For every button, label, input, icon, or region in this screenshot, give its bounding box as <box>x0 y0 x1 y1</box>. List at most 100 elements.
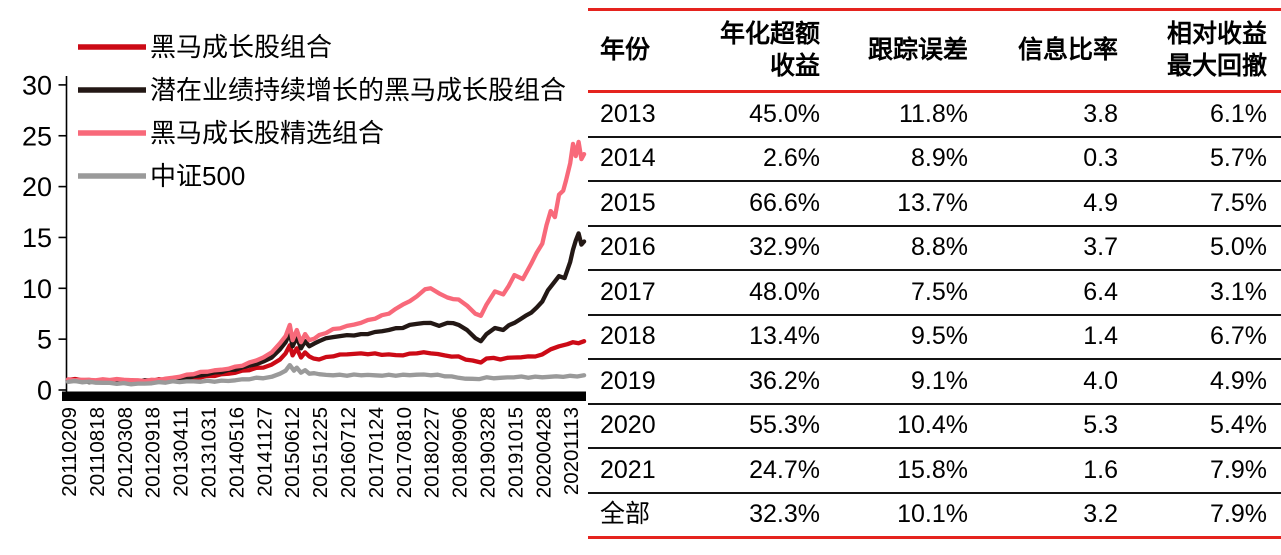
x-axis-tick-label: 20160712 <box>337 407 360 498</box>
table-cell: 2021 <box>588 448 708 494</box>
y-axis-tick-label: 10 <box>22 274 52 304</box>
table-cell: 4.0 <box>981 359 1131 405</box>
x-axis-tick-label: 20201113 <box>560 407 583 495</box>
x-axis-tick-label: 20170810 <box>393 407 416 498</box>
table-cell: 2015 <box>588 181 708 227</box>
excess-return-line-chart: 30 25 20 15 10 5 0 20110209 20110818 20120308 2012… <box>22 32 587 498</box>
table-cell: 1.6 <box>981 448 1131 494</box>
table-cell: 3.1% <box>1131 270 1281 316</box>
legend-label: 潜在业绩持续增长的黑马成长股组合 <box>150 75 566 105</box>
table-cell: 55.3% <box>708 403 833 449</box>
table-cell: 6.7% <box>1131 314 1281 360</box>
table-cell: 3.2 <box>1083 500 1118 529</box>
table-column-header: 跟踪误差 <box>833 9 981 93</box>
table-row: 2014 2.6% 8.9% 0.3 5.7% <box>588 136 1281 182</box>
table-cell: 10.1% <box>897 500 968 529</box>
x-axis-tick-label: 20190328 <box>477 407 500 498</box>
table-cell: 3.7 <box>981 225 1131 271</box>
table-cell: 32.9% <box>708 225 833 271</box>
table-column-header: 年份 <box>588 9 708 93</box>
x-axis-tick-label: 20110209 <box>58 407 81 497</box>
x-axis-tick-label: 20150612 <box>281 407 304 498</box>
performance-table: 年份 年化超额 收益 跟踪误差 信息比率 相对收益 最大回撤 2013 45.0% 11.8… <box>588 8 1281 539</box>
table-row: 2017 48.0% 7.5% 6.4 3.1% <box>588 270 1281 316</box>
table-cell: 36.2% <box>708 359 833 405</box>
table-cell: 5.3 <box>981 403 1131 449</box>
y-axis-tick-label: 30 <box>22 70 52 100</box>
x-axis-baseline <box>62 391 586 401</box>
table-column-header: 相对收益 最大回撤 <box>1131 9 1281 93</box>
table-cell: 7.5% <box>1131 181 1281 227</box>
table-cell: 2017 <box>588 270 708 316</box>
table-row: 2018 13.4% 9.5% 1.4 6.7% <box>588 314 1281 360</box>
table-cell: 2014 <box>588 136 708 182</box>
table-cell: 5.0% <box>1131 225 1281 271</box>
table-column-header: 年化超额 收益 <box>708 9 833 93</box>
table-cell: 9.1% <box>833 359 981 405</box>
table-cell: 7.9% <box>1210 500 1267 529</box>
x-axis-tick-label: 20170124 <box>365 407 388 498</box>
x-axis-tick-label: 20191015 <box>504 407 527 498</box>
y-axis-tick-label: 0 <box>37 376 52 406</box>
line-chart-panel: 30 25 20 15 10 5 0 20110209 20110818 20120308 2012… <box>0 0 590 555</box>
legend-item: 潜在业绩持续增长的黑马成长股组合 <box>78 75 566 105</box>
table-cell: 4.9 <box>981 181 1131 227</box>
y-axis-tick-label: 25 <box>22 121 52 151</box>
table-header: 年份 年化超额 收益 跟踪误差 信息比率 相对收益 最大回撤 <box>588 9 1281 93</box>
x-axis-tick-label: 20131031 <box>198 407 221 498</box>
y-axis-tick-label: 20 <box>22 172 52 202</box>
table-column-header: 信息比率 <box>981 9 1131 93</box>
table-row: 2021 24.7% 15.8% 1.6 7.9% <box>588 448 1281 494</box>
table-cell: 2020 <box>588 403 708 449</box>
table-cell: 6.4 <box>981 270 1131 316</box>
y-axis-tick-label: 15 <box>22 223 52 253</box>
x-axis-tick-label: 20141127 <box>253 407 276 497</box>
table-cell: 48.0% <box>708 270 833 316</box>
table-cell: 7.9% <box>1131 448 1281 494</box>
table-cell: 13.4% <box>708 314 833 360</box>
table-cell: 10.4% <box>833 403 981 449</box>
series-line-3 <box>65 362 587 387</box>
x-axis-tick-label: 20130411 <box>170 407 193 497</box>
table-row: 2013 45.0% 11.8% 3.8 6.1% <box>588 91 1281 138</box>
table-cell: 2.6% <box>708 136 833 182</box>
table-cell: 1.4 <box>981 314 1131 360</box>
legend-label: 黑马成长股组合 <box>150 32 332 62</box>
x-axis-tick-label: 20200428 <box>532 407 555 498</box>
x-axis-tick-label: 20110818 <box>86 407 109 497</box>
table-cell: 5.7% <box>1131 136 1281 182</box>
table-cell: 6.1% <box>1131 91 1281 138</box>
x-axis-tick-label: 20140516 <box>225 407 248 498</box>
x-axis-tick-label: 20180906 <box>449 407 472 498</box>
legend-item: 中证500 <box>78 161 245 191</box>
table-cell: 全部 <box>600 500 651 529</box>
table-body: 2013 45.0% 11.8% 3.8 6.1% 2014 2.6% 8.9% 0.3 5.7%… <box>588 91 1281 538</box>
table-cell: 5.4% <box>1131 403 1281 449</box>
table-cell: 2018 <box>588 314 708 360</box>
table-cell: 2019 <box>588 359 708 405</box>
legend-item: 黑马成长股组合 <box>78 32 332 62</box>
y-axis-tick-label: 5 <box>37 325 52 355</box>
table-cell: 2016 <box>588 225 708 271</box>
x-axis-tick-label: 20180227 <box>421 407 444 498</box>
table-cell: 4.9% <box>1131 359 1281 405</box>
table-row: 2016 32.9% 8.8% 3.7 5.0% <box>588 225 1281 271</box>
table-row: 全部 32.3% 10.1% 3.2 7.9% <box>588 493 1281 538</box>
table-cell: 0.3 <box>981 136 1131 182</box>
table-cell: 11.8% <box>833 91 981 138</box>
table-cell: 9.5% <box>833 314 981 360</box>
chart-series <box>65 139 587 387</box>
table-cell: 2013 <box>588 91 708 138</box>
legend-item: 黑马成长股精选组合 <box>78 118 384 148</box>
table-row: 2015 66.6% 13.7% 4.9 7.5% <box>588 181 1281 227</box>
x-axis-tick-label: 20120918 <box>142 407 165 498</box>
table-cell: 8.9% <box>833 136 981 182</box>
x-axis-tick-label: 20120308 <box>114 407 137 498</box>
table-cell: 24.7% <box>708 448 833 494</box>
legend-label: 黑马成长股精选组合 <box>150 118 384 148</box>
table-row: 2019 36.2% 9.1% 4.0 4.9% <box>588 359 1281 405</box>
table-cell: 3.8 <box>981 91 1131 138</box>
table-cell: 32.3% <box>749 500 820 529</box>
